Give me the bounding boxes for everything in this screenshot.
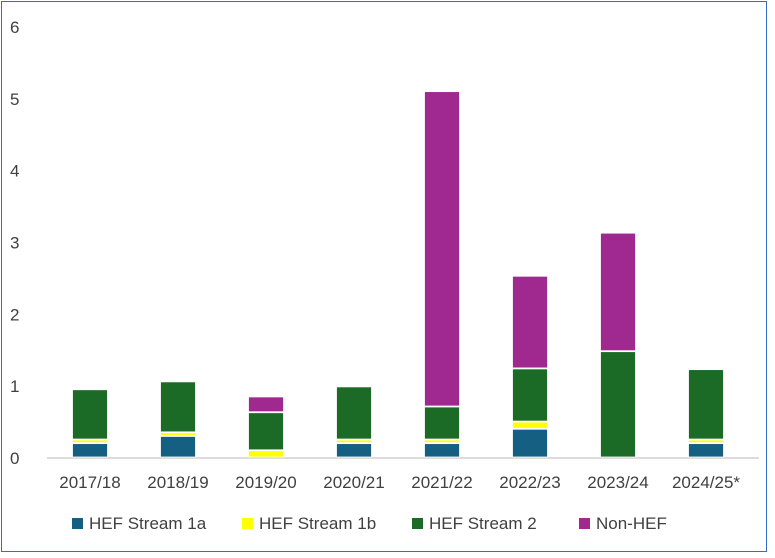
bar-segment-hef-stream-1b [248, 450, 284, 458]
bar-segment-hef-stream-1b [688, 439, 724, 444]
bar-segment-non-hef [512, 275, 548, 369]
x-tick-label: 2018/19 [147, 473, 208, 492]
x-tick-label: 2023/24 [587, 473, 648, 492]
x-tick-label: 2022/23 [499, 473, 560, 492]
bar-segment-non-hef [424, 91, 460, 407]
bar-segment-hef-stream-2 [248, 412, 284, 451]
bar-segment-hef-stream-1b [72, 439, 108, 444]
bar-segment-hef-stream-1a [160, 436, 196, 458]
bar-segment-hef-stream-1b [512, 421, 548, 429]
bar-segment-hef-stream-2 [336, 386, 372, 440]
x-tick-label: 2020/21 [323, 473, 384, 492]
bar-segment-hef-stream-1b [336, 439, 372, 444]
legend-label: Non-HEF [596, 514, 667, 533]
legend-label: HEF Stream 1a [89, 514, 207, 533]
bar-segment-hef-stream-1b [424, 439, 460, 444]
x-tick-label: 2024/25* [672, 473, 740, 492]
y-tick-label: 6 [10, 18, 19, 37]
y-tick-label: 5 [10, 90, 19, 109]
bar-segment-hef-stream-2 [512, 368, 548, 422]
legend-swatch [72, 518, 83, 529]
legend-label: HEF Stream 2 [429, 514, 537, 533]
bar-segment-non-hef [248, 396, 284, 413]
bar-segment-hef-stream-2 [424, 406, 460, 440]
y-tick-label: 3 [10, 234, 19, 253]
bar-segment-hef-stream-1a [424, 443, 460, 458]
x-tick-label: 2017/18 [59, 473, 120, 492]
y-tick-label: 2 [10, 305, 19, 324]
legend-swatch [412, 518, 423, 529]
bar-segment-non-hef [600, 232, 636, 352]
bar-segment-hef-stream-1b [160, 432, 196, 436]
bar-segment-hef-stream-2 [600, 351, 636, 458]
bar-segment-hef-stream-2 [72, 389, 108, 440]
y-tick-label: 1 [10, 377, 19, 396]
y-tick-label: 0 [10, 449, 19, 468]
bar-segment-hef-stream-1a [336, 443, 372, 458]
bar-segment-hef-stream-2 [160, 381, 196, 433]
x-tick-label: 2021/22 [411, 473, 472, 492]
bar-segment-hef-stream-2 [688, 369, 724, 440]
bar-segment-hef-stream-1a [512, 428, 548, 458]
legend-swatch [242, 518, 253, 529]
y-tick-label: 4 [10, 162, 19, 181]
legend-label: HEF Stream 1b [259, 514, 376, 533]
bar-segment-hef-stream-1a [688, 443, 724, 458]
stacked-bar-chart: 0 1 2 3 4 5 6 2017/18 2018/19 2019/20 2020/21 2021/… [10, 18, 759, 533]
legend-swatch [579, 518, 590, 529]
chart-frame: 0 1 2 3 4 5 6 2017/18 2018/19 2019/20 2020/21 2021/… [1, 1, 767, 552]
bar-segment-hef-stream-1a [72, 443, 108, 458]
x-tick-label: 2019/20 [235, 473, 296, 492]
